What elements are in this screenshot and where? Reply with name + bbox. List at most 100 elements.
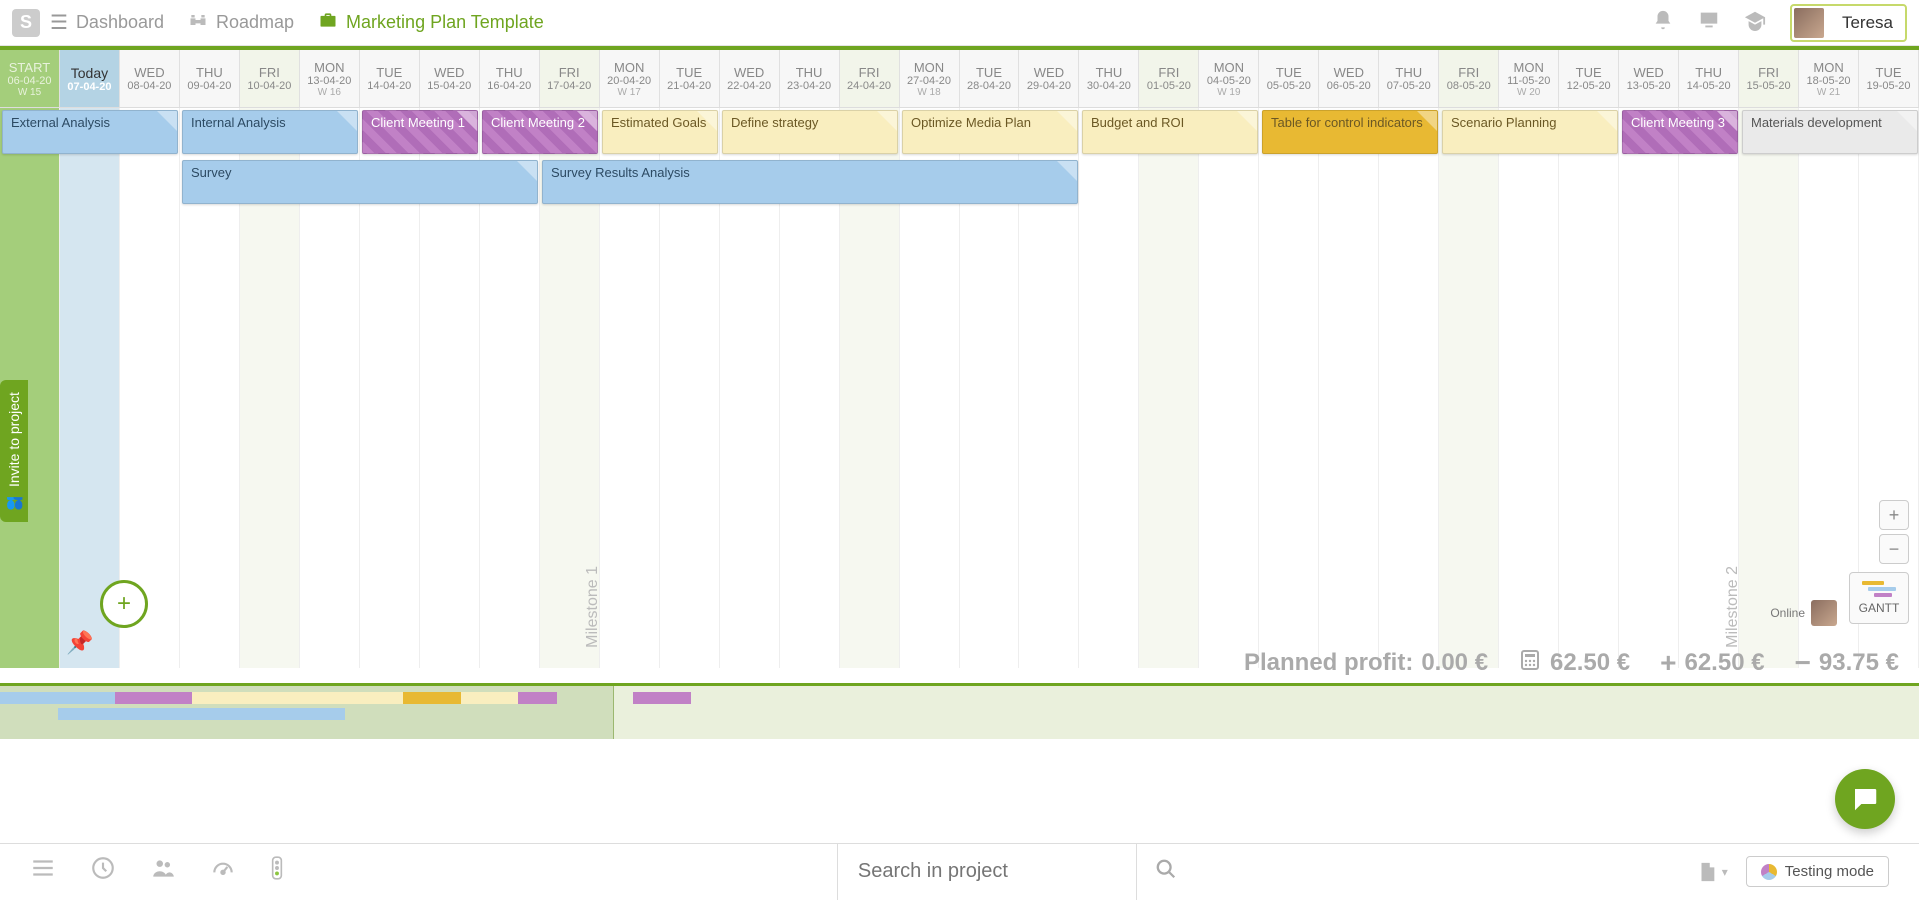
gantt-mode-button[interactable]: GANTT	[1849, 572, 1909, 624]
timeline-cell[interactable]: WED13-05-20	[1619, 50, 1679, 107]
minimap-bar	[633, 692, 691, 704]
gantt-task[interactable]: Optimize Media Plan	[902, 110, 1078, 154]
profit-minus-value: 93.75 €	[1819, 649, 1899, 677]
milestone-label: Milestone 1	[584, 566, 602, 648]
timeline-cell[interactable]: WED15-04-20	[420, 50, 480, 107]
graduation-icon[interactable]	[1744, 9, 1766, 37]
nav-project[interactable]: Marketing Plan Template	[318, 10, 544, 36]
timeline-cell[interactable]: WED06-05-20	[1319, 50, 1379, 107]
minimap-bar	[115, 692, 153, 704]
bell-icon[interactable]	[1652, 9, 1674, 37]
zoom-out-button[interactable]: −	[1879, 534, 1909, 564]
timeline-cell[interactable]: THU16-04-20	[480, 50, 540, 107]
minimap-bar	[58, 708, 346, 720]
minimap-bar	[518, 692, 556, 704]
gantt-task[interactable]: Survey Results Analysis	[542, 160, 1078, 204]
online-avatar[interactable]	[1811, 600, 1837, 626]
binoculars-icon	[188, 10, 208, 36]
timeline-cell[interactable]: FRI10-04-20	[240, 50, 300, 107]
planned-profit-value: 0.00 €	[1421, 649, 1488, 677]
timeline-cell[interactable]: FRI01-05-20	[1139, 50, 1199, 107]
timeline-cell[interactable]: FRI24-04-20	[840, 50, 900, 107]
spacer	[0, 739, 1919, 843]
gantt-task[interactable]: Scenario Planning	[1442, 110, 1618, 154]
timeline-cell[interactable]: THU09-04-20	[180, 50, 240, 107]
planned-profit: Planned profit: 0.00 €	[1244, 649, 1488, 677]
pin-icon[interactable]: 📌	[66, 630, 93, 656]
user-name: Teresa	[1842, 13, 1893, 33]
invite-tab[interactable]: 👥 Invite to project	[0, 380, 28, 522]
nav-roadmap[interactable]: Roadmap	[188, 10, 294, 36]
timeline-cell[interactable]: Today07-04-20	[60, 50, 120, 107]
gantt-area[interactable]: External AnalysisInternal AnalysisClient…	[0, 108, 1919, 668]
timeline-cell[interactable]: THU14-05-20	[1679, 50, 1739, 107]
team-icon[interactable]	[150, 855, 176, 888]
list-icon[interactable]	[30, 855, 56, 888]
timeline-cell[interactable]: THU07-05-20	[1379, 50, 1439, 107]
timeline-cell[interactable]: TUE19-05-20	[1859, 50, 1919, 107]
search-input[interactable]	[837, 844, 1137, 900]
gantt-task[interactable]: Client Meeting 3	[1622, 110, 1738, 154]
gantt-mode-label: GANTT	[1859, 601, 1900, 615]
timeline-cell[interactable]: MON20-04-20W 17	[600, 50, 660, 107]
gantt-column	[1499, 108, 1559, 668]
gantt-task[interactable]: Estimated Goals	[602, 110, 718, 154]
nav-dashboard-label: Dashboard	[76, 12, 164, 33]
timeline-cell[interactable]: TUE05-05-20	[1259, 50, 1319, 107]
profit-plus: + 62.50 €	[1660, 647, 1764, 679]
minimap-bar	[403, 692, 461, 704]
clock-icon[interactable]	[90, 855, 116, 888]
timeline-cell[interactable]: WED29-04-20	[1019, 50, 1079, 107]
gantt-task[interactable]: Define strategy	[722, 110, 898, 154]
nav-project-label: Marketing Plan Template	[346, 12, 544, 33]
add-button[interactable]: +	[100, 580, 148, 628]
monitor-icon[interactable]	[1698, 9, 1720, 37]
gantt-column	[1259, 108, 1319, 668]
search-icon[interactable]	[1155, 858, 1177, 886]
timeline-cell[interactable]: MON04-05-20W 19	[1199, 50, 1259, 107]
timeline-cell[interactable]: MON27-04-20W 18	[900, 50, 960, 107]
timeline-cell[interactable]: WED08-04-20	[120, 50, 180, 107]
minimap[interactable]	[0, 683, 1919, 739]
timeline-cell[interactable]: FRI15-05-20	[1739, 50, 1799, 107]
timeline-cell[interactable]: THU30-04-20	[1079, 50, 1139, 107]
gantt-task[interactable]: Table for control indicators	[1262, 110, 1438, 154]
timeline-cell[interactable]: FRI08-05-20	[1439, 50, 1499, 107]
timeline-cell[interactable]: TUE12-05-20	[1559, 50, 1619, 107]
gantt-column	[1379, 108, 1439, 668]
gantt-bars-icon	[1862, 581, 1896, 597]
app-logo[interactable]: S	[12, 9, 40, 37]
zoom-controls: + −	[1879, 500, 1909, 564]
timeline-cell[interactable]: TUE21-04-20	[660, 50, 720, 107]
gantt-task[interactable]: External Analysis	[2, 110, 178, 154]
timeline-cell[interactable]: WED22-04-20	[720, 50, 780, 107]
timeline-cell[interactable]: START06-04-20W 15	[0, 50, 60, 107]
user-menu[interactable]: Teresa	[1790, 4, 1907, 42]
pie-icon	[1761, 864, 1777, 880]
minimap-bar	[345, 692, 403, 704]
gantt-column	[1619, 108, 1679, 668]
timeline-cell[interactable]: TUE14-04-20	[360, 50, 420, 107]
timeline-cell[interactable]: THU23-04-20	[780, 50, 840, 107]
nav-dashboard[interactable]: ☰ Dashboard	[50, 10, 164, 35]
timeline-cell[interactable]: MON11-05-20W 20	[1499, 50, 1559, 107]
gantt-task[interactable]: Internal Analysis	[182, 110, 358, 154]
timeline-cell[interactable]: MON13-04-20W 16	[300, 50, 360, 107]
gantt-task[interactable]: Client Meeting 1	[362, 110, 478, 154]
gantt-task[interactable]: Survey	[182, 160, 538, 204]
document-menu[interactable]: ▾	[1696, 859, 1728, 885]
timeline-cell[interactable]: FRI17-04-20	[540, 50, 600, 107]
gantt-column	[1739, 108, 1799, 668]
gantt-task[interactable]: Materials development	[1742, 110, 1918, 154]
chat-fab[interactable]	[1835, 769, 1895, 829]
zoom-in-button[interactable]: +	[1879, 500, 1909, 530]
gauge-icon[interactable]	[210, 855, 236, 888]
gantt-task[interactable]: Client Meeting 2	[482, 110, 598, 154]
nav-roadmap-label: Roadmap	[216, 12, 294, 33]
timeline-cell[interactable]: TUE28-04-20	[960, 50, 1020, 107]
timeline-cell[interactable]: MON18-05-20W 21	[1799, 50, 1859, 107]
planned-profit-label: Planned profit:	[1244, 649, 1413, 677]
gantt-task[interactable]: Budget and ROI	[1082, 110, 1258, 154]
testing-mode-button[interactable]: Testing mode	[1746, 856, 1889, 887]
traffic-icon[interactable]	[270, 855, 284, 888]
